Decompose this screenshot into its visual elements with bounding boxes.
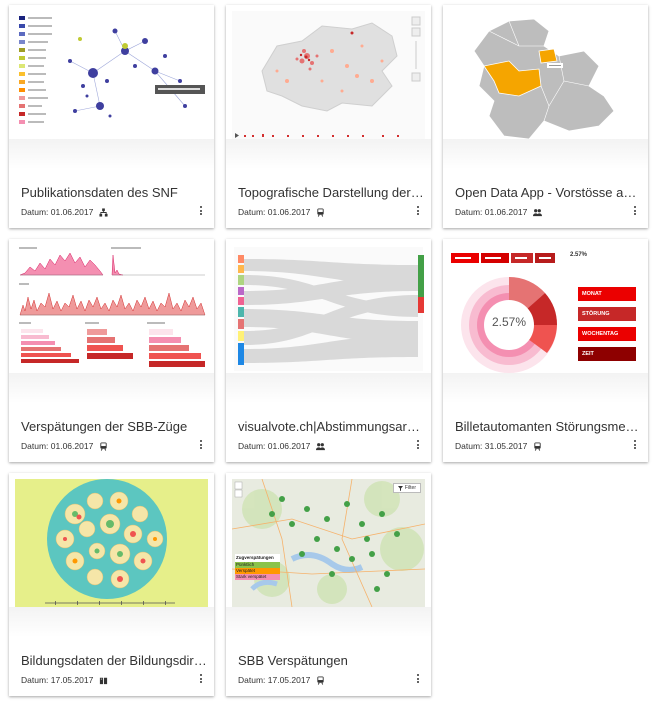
map-legend-title: Zugverspätungen: [235, 554, 280, 562]
more-menu-icon[interactable]: [198, 674, 204, 686]
card-title[interactable]: Open Data App - Vorstösse aus de...: [455, 185, 641, 200]
card-sbb-verspaetungen[interactable]: Filter Zugverspätungen Pünktlich Verspät…: [226, 473, 431, 696]
thumbnail-sankey: [232, 245, 425, 373]
thumbnail-fade: [226, 607, 431, 637]
map-filter-label: Filter: [404, 485, 416, 491]
more-menu-icon[interactable]: [415, 440, 421, 452]
sunburst-legend-stoerung: STÖRUNG: [578, 307, 636, 321]
card-meta: Datum: 01.06.2017: [238, 441, 326, 451]
card-date: Datum: 01.06.2017: [21, 207, 94, 217]
card-title[interactable]: SBB Verspätungen: [238, 653, 348, 668]
more-menu-icon[interactable]: [198, 206, 204, 218]
people-icon: [316, 442, 326, 450]
thumbnail-bubble-pack: [15, 479, 208, 607]
card-title[interactable]: visualvote.ch|Abstimmungsarchiv: [238, 419, 424, 434]
sunburst-legend-monat: MONAT: [578, 287, 636, 301]
sunburst-percent: 2.57%: [491, 315, 527, 329]
card-meta: Datum: 31.05.2017: [455, 441, 542, 451]
thumbnail-fade: [9, 607, 214, 637]
card-topografie[interactable]: Topografische Darstellung der Tic... Dat…: [226, 5, 431, 228]
train-icon: [317, 207, 324, 217]
train-icon: [100, 441, 107, 451]
hierarchy-icon: [99, 207, 108, 217]
thumbnail-fade: [9, 373, 214, 403]
card-meta: Datum: 01.06.2017: [238, 207, 325, 217]
thumbnail-fade: [226, 139, 431, 169]
card-title[interactable]: Publikationsdaten des SNF: [21, 185, 178, 200]
card-date: Datum: 17.05.2017: [21, 675, 94, 685]
thumbnail-osm-map: Filter Zugverspätungen Pünktlich Verspät…: [232, 479, 425, 607]
more-menu-icon[interactable]: [198, 440, 204, 452]
map-filter-button[interactable]: Filter: [392, 483, 421, 493]
card-sbb-verspaetungen-zuege[interactable]: Verspätungen der SBB-Züge Datum: 01.06.2…: [9, 239, 214, 462]
sunburst-header-percent: 2.57%: [570, 252, 588, 258]
more-menu-icon[interactable]: [415, 206, 421, 218]
more-menu-icon[interactable]: [415, 674, 421, 686]
sunburst-legend-wochentag: WOCHENTAG: [578, 327, 636, 341]
thumbnail-fade: [443, 139, 648, 169]
book-icon: [100, 677, 108, 684]
card-title[interactable]: Verspätungen der SBB-Züge: [21, 419, 188, 434]
card-title[interactable]: Billetautomanten Störungsmeldun...: [455, 419, 641, 434]
card-meta: Datum: 01.06.2017: [21, 207, 108, 217]
thumbnail-fade: [226, 373, 431, 403]
train-icon: [317, 675, 324, 685]
people-icon: [533, 208, 543, 216]
card-meta: Datum: 01.06.2017: [455, 207, 543, 217]
map-legend-item-verspaetet: Verspätet: [236, 568, 256, 573]
card-meta: Datum: 17.05.2017: [238, 675, 325, 685]
map-legend-item-stark-verspaetet: Stark verspätet: [236, 574, 267, 579]
card-snf[interactable]: Publikationsdaten des SNF Datum: 01.06.2…: [9, 5, 214, 228]
map-legend: Zugverspätungen Pünktlich Verspätet Star…: [235, 554, 280, 580]
sunburst-legend-zeit: ZEIT: [578, 347, 636, 361]
card-date: Datum: 01.06.2017: [21, 441, 94, 451]
map-legend-item-puenktlich: Pünktlich: [236, 562, 255, 567]
thumbnail-delay-histograms: [15, 245, 208, 373]
thumbnail-sunburst: 2.57% 2.57% MONAT STÖRUNG WOCHENTAG ZEIT: [449, 245, 642, 373]
card-open-data-app[interactable]: Open Data App - Vorstösse aus de... Datu…: [443, 5, 648, 228]
thumbnail-swiss-heatmap: [232, 11, 425, 139]
thumbnail-fade: [443, 373, 648, 403]
thumbnail-canton-map: [449, 11, 642, 139]
card-date: Datum: 01.06.2017: [455, 207, 528, 217]
card-meta: Datum: 17.05.2017: [21, 675, 108, 685]
train-icon: [534, 441, 541, 451]
card-date: Datum: 01.06.2017: [238, 441, 311, 451]
more-menu-icon[interactable]: [632, 440, 638, 452]
more-menu-icon[interactable]: [632, 206, 638, 218]
filter-icon: [397, 485, 403, 491]
card-bildungsdaten[interactable]: Bildungsdaten der Bildungsdirekti... Dat…: [9, 473, 214, 696]
thumbnail-network-graph: [15, 11, 208, 139]
card-visualvote[interactable]: visualvote.ch|Abstimmungsarchiv Datum: 0…: [226, 239, 431, 462]
card-meta: Datum: 01.06.2017: [21, 441, 108, 451]
thumbnail-fade: [9, 139, 214, 169]
card-title[interactable]: Topografische Darstellung der Tic...: [238, 185, 424, 200]
card-title[interactable]: Bildungsdaten der Bildungsdirekti...: [21, 653, 207, 668]
card-billetautomaten[interactable]: 2.57% 2.57% MONAT STÖRUNG WOCHENTAG ZEIT…: [443, 239, 648, 462]
card-date: Datum: 17.05.2017: [238, 675, 311, 685]
card-date: Datum: 31.05.2017: [455, 441, 528, 451]
card-date: Datum: 01.06.2017: [238, 207, 311, 217]
